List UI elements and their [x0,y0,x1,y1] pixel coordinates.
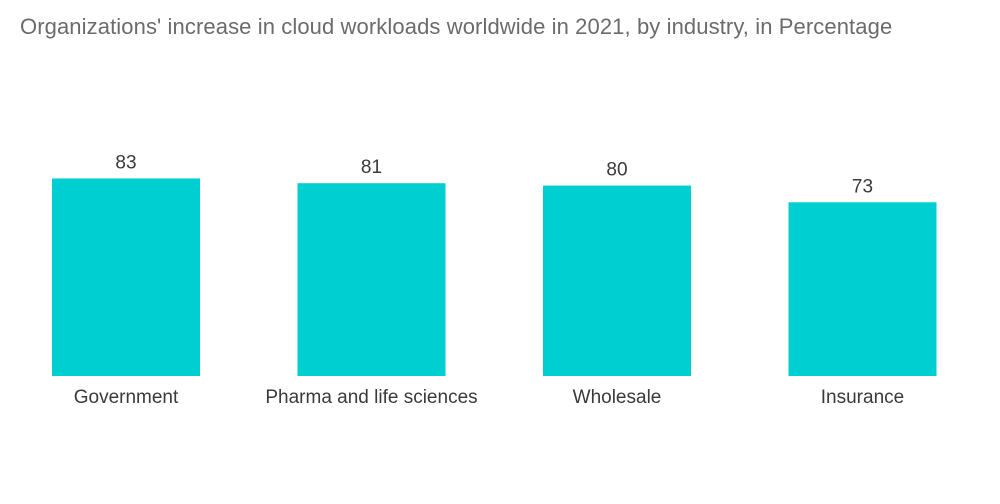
value-label: 80 [606,160,627,181]
value-label: 73 [852,176,873,197]
bar-pharma-and-life-sciences [297,183,446,376]
bar-wholesale [543,185,691,376]
category-labels-group: Government Pharma and life sciences Wholes… [74,387,905,408]
value-label: 81 [361,157,382,178]
value-labels-group: 83 81 80 73 [115,152,873,197]
bar-government [52,178,200,376]
category-label: Pharma and life sciences [265,387,477,408]
value-label: 83 [115,152,136,173]
chart-title: Organizations' increase in cloud workloa… [20,14,893,39]
bars-group [52,178,937,376]
category-label: Insurance [821,387,904,408]
category-label: Government [74,387,179,408]
category-label: Wholesale [573,387,662,408]
bar-insurance [788,202,937,376]
